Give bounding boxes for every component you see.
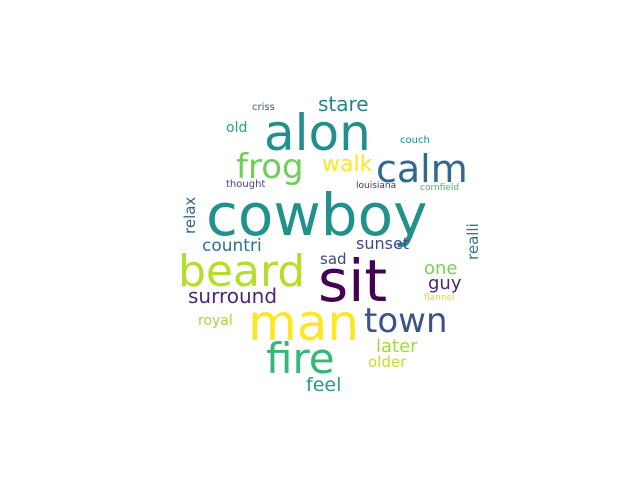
word-thought: thought — [226, 179, 266, 190]
word-guy: guy — [428, 273, 462, 294]
word-feel: feel — [306, 374, 342, 396]
word-sad: sad — [320, 250, 347, 268]
word-frog: frog — [236, 147, 304, 187]
word-relax: relax — [181, 196, 199, 234]
word-one: one — [424, 258, 458, 279]
word-sit: sit — [318, 247, 388, 315]
word-stare: stare — [318, 92, 369, 116]
word-couch: couch — [400, 135, 430, 146]
word-cornfield: cornfield — [420, 183, 460, 193]
word-beard: beard — [178, 246, 306, 297]
word-royal: royal — [198, 313, 233, 329]
word-town: town — [364, 301, 448, 341]
word-louisiana: louisiana — [356, 181, 397, 191]
word-realli: realli — [464, 223, 482, 260]
word-alon: alon — [264, 104, 371, 162]
word-fire: fire — [266, 334, 335, 383]
word-walk: walk — [322, 152, 373, 177]
word-man: man — [248, 294, 360, 352]
word-calm: calm — [376, 147, 468, 191]
word-later: later — [376, 336, 418, 357]
word-cowboy: cowboy — [206, 181, 428, 249]
word-sunset: sunset — [356, 234, 410, 253]
word-surround: surround — [188, 284, 278, 308]
word-criss: criss — [252, 102, 275, 113]
word-countri: countri — [202, 236, 262, 256]
word-old: old — [226, 120, 248, 136]
word-flannel: flannel — [424, 293, 455, 303]
word-older: older — [368, 353, 407, 371]
